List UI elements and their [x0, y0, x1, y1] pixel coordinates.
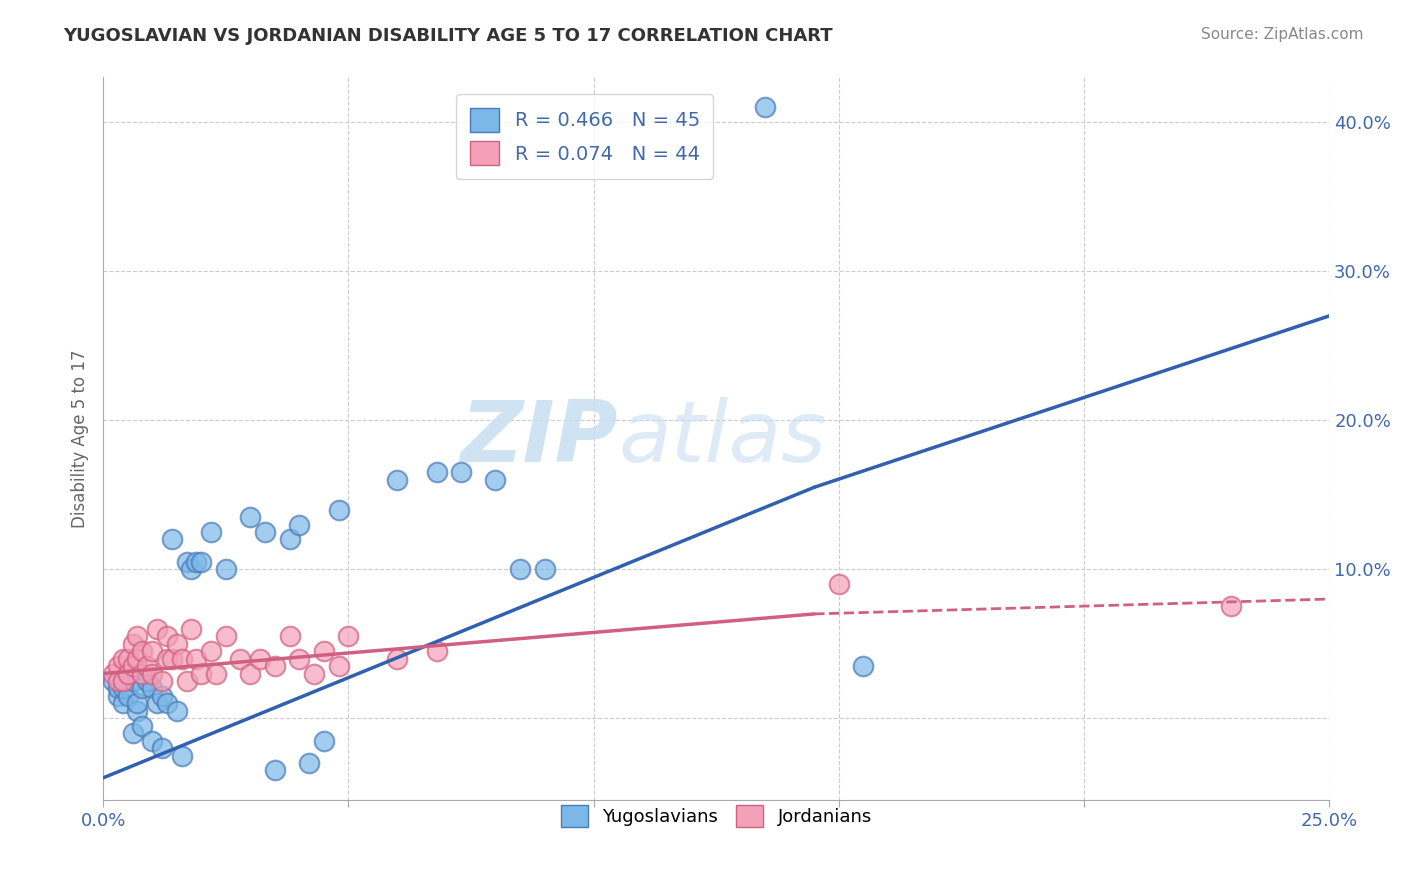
Point: [263, 659, 285, 673]
Y-axis label: Disability Age 5 to 17: Disability Age 5 to 17: [72, 350, 89, 528]
Point: [215, 562, 238, 576]
Point: [426, 644, 449, 658]
Point: [298, 756, 321, 770]
Point: [509, 562, 531, 576]
Point: [101, 673, 124, 688]
Point: [107, 659, 129, 673]
Point: [101, 666, 124, 681]
Text: YUGOSLAVIAN VS JORDANIAN DISABILITY AGE 5 TO 17 CORRELATION CHART: YUGOSLAVIAN VS JORDANIAN DISABILITY AGE …: [63, 27, 832, 45]
Point: [121, 659, 143, 673]
Point: [426, 466, 449, 480]
Point: [127, 704, 149, 718]
Point: [328, 659, 350, 673]
Point: [117, 651, 139, 665]
Text: atlas: atlas: [619, 397, 827, 480]
Point: [337, 629, 360, 643]
Point: [312, 733, 335, 747]
Point: [160, 651, 183, 665]
Point: [387, 473, 409, 487]
Point: [190, 555, 212, 569]
Point: [180, 622, 202, 636]
Point: [121, 637, 143, 651]
Point: [387, 651, 409, 665]
Point: [121, 673, 143, 688]
Point: [136, 659, 159, 673]
Point: [186, 555, 208, 569]
Point: [176, 555, 198, 569]
Point: [533, 562, 555, 576]
Point: [215, 629, 238, 643]
Point: [131, 644, 153, 658]
Point: [127, 697, 149, 711]
Point: [111, 681, 134, 696]
Point: [328, 502, 350, 516]
Point: [156, 651, 179, 665]
Point: [176, 673, 198, 688]
Point: [288, 517, 311, 532]
Point: [200, 524, 222, 539]
Point: [117, 666, 139, 681]
Point: [107, 681, 129, 696]
Point: [111, 651, 134, 665]
Point: [131, 666, 153, 681]
Legend: Yugoslavians, Jordanians: Yugoslavians, Jordanians: [554, 798, 879, 835]
Point: [186, 651, 208, 665]
Text: ZIP: ZIP: [461, 397, 619, 480]
Point: [1220, 599, 1243, 614]
Point: [150, 673, 173, 688]
Point: [484, 473, 506, 487]
Point: [117, 666, 139, 681]
Text: Source: ZipAtlas.com: Source: ZipAtlas.com: [1201, 27, 1364, 42]
Point: [156, 697, 179, 711]
Point: [278, 533, 301, 547]
Point: [166, 704, 188, 718]
Point: [146, 697, 169, 711]
Point: [312, 644, 335, 658]
Point: [127, 651, 149, 665]
Point: [205, 666, 228, 681]
Point: [141, 644, 163, 658]
Point: [852, 659, 875, 673]
Point: [288, 651, 311, 665]
Point: [754, 100, 776, 114]
Point: [146, 622, 169, 636]
Point: [136, 673, 159, 688]
Point: [131, 681, 153, 696]
Point: [111, 697, 134, 711]
Point: [166, 637, 188, 651]
Point: [141, 681, 163, 696]
Point: [180, 562, 202, 576]
Point: [302, 666, 325, 681]
Point: [239, 666, 262, 681]
Point: [278, 629, 301, 643]
Point: [249, 651, 271, 665]
Point: [170, 748, 193, 763]
Point: [150, 741, 173, 756]
Point: [117, 689, 139, 703]
Point: [111, 673, 134, 688]
Point: [190, 666, 212, 681]
Point: [131, 719, 153, 733]
Point: [141, 666, 163, 681]
Point: [121, 726, 143, 740]
Point: [107, 673, 129, 688]
Point: [450, 466, 472, 480]
Point: [239, 510, 262, 524]
Point: [828, 577, 851, 591]
Point: [229, 651, 252, 665]
Point: [160, 533, 183, 547]
Point: [253, 524, 276, 539]
Point: [141, 733, 163, 747]
Point: [263, 764, 285, 778]
Point: [156, 629, 179, 643]
Point: [200, 644, 222, 658]
Point: [127, 629, 149, 643]
Point: [170, 651, 193, 665]
Point: [107, 689, 129, 703]
Point: [150, 689, 173, 703]
